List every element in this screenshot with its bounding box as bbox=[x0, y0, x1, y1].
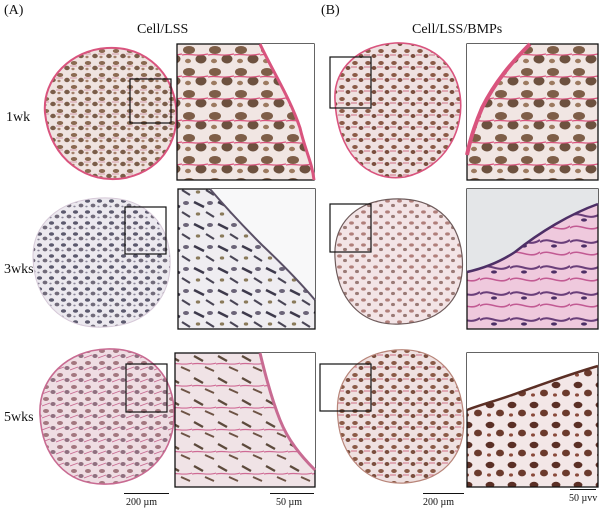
specimen-a2-3wks bbox=[32, 197, 171, 328]
scale-bar-a-high bbox=[270, 493, 314, 494]
specimen-a3-5wks bbox=[39, 348, 175, 485]
row-label-3wks: 3wks bbox=[4, 262, 34, 277]
inset-box-b2 bbox=[329, 203, 372, 253]
inset-box-a1 bbox=[129, 78, 172, 124]
scale-label-a-low: 200 µm bbox=[126, 497, 158, 508]
inset-box-b3 bbox=[319, 363, 372, 412]
specimen-b2-3wks bbox=[334, 198, 464, 325]
panel-b-letter: (B) bbox=[321, 3, 340, 18]
scale-label-b-low: 200 µm bbox=[423, 497, 455, 508]
panel-b-title: Cell/LSS/BMPs bbox=[412, 22, 503, 37]
scale-bar-a-low bbox=[124, 493, 169, 494]
scale-bar-b-low bbox=[423, 493, 464, 494]
specimen-b3-5wks bbox=[336, 349, 465, 484]
panel-a-letter: (A) bbox=[4, 3, 24, 18]
row-label-5wks: 5wks bbox=[4, 410, 34, 425]
inset-box-a3 bbox=[125, 363, 168, 413]
panel-a-title: Cell/LSS bbox=[137, 22, 189, 37]
scale-label-b-high: 50 µvv bbox=[569, 493, 598, 504]
specimen-b1-1wk bbox=[334, 42, 462, 179]
specimen-a1-1wk bbox=[43, 46, 178, 181]
inset-box-a2 bbox=[124, 206, 167, 255]
row-label-1wk: 1wk bbox=[6, 110, 31, 125]
scale-bar-b-high bbox=[570, 489, 596, 490]
inset-box-b1 bbox=[329, 56, 372, 109]
scale-label-a-high: 50 µm bbox=[276, 497, 303, 508]
